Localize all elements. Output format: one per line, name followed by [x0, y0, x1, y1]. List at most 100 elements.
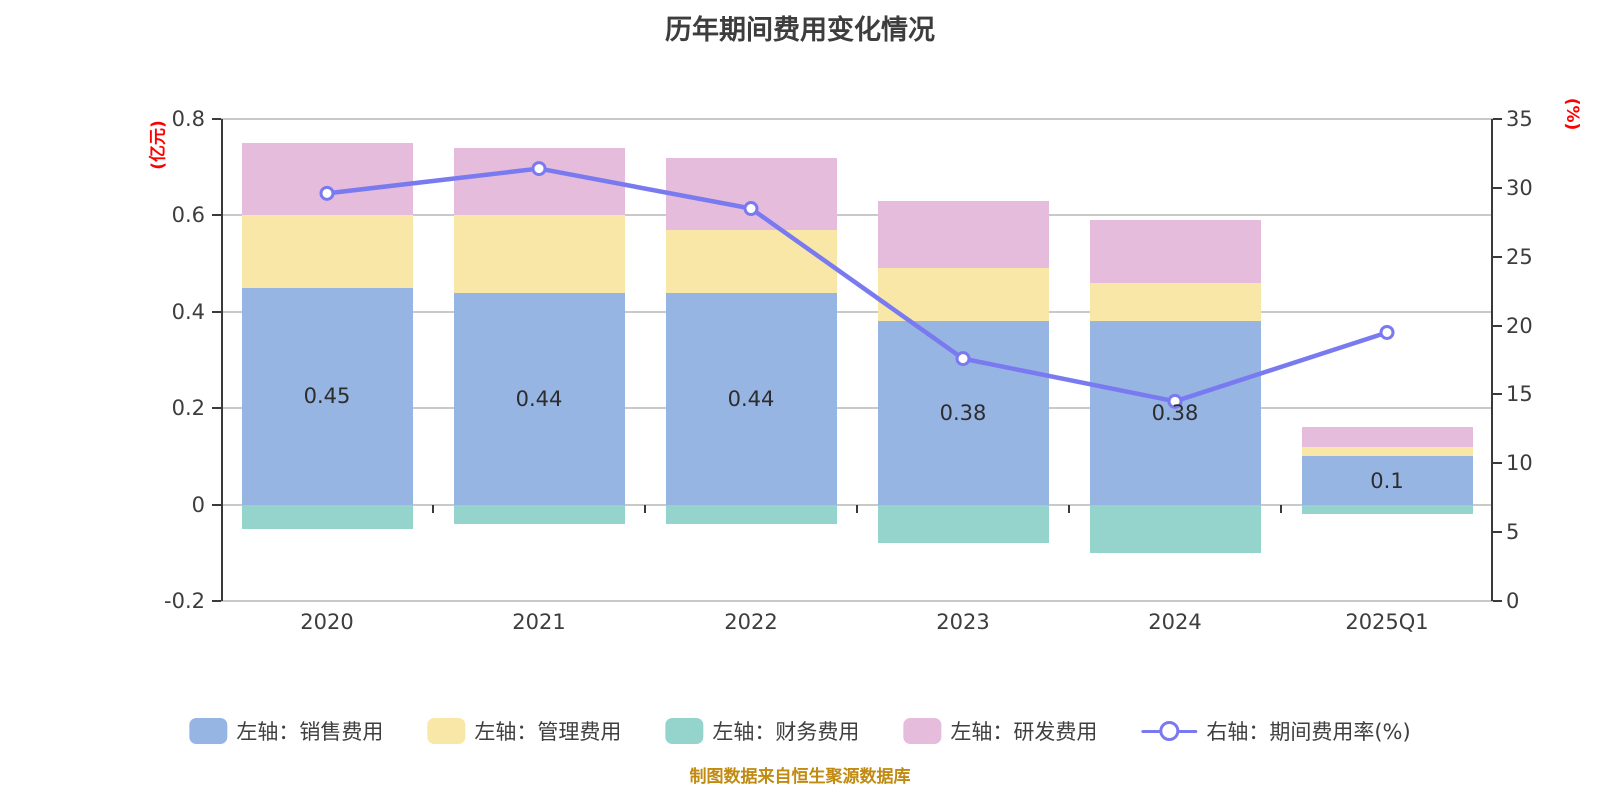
right-axis-tick-label: 15	[1506, 382, 1533, 407]
rate-line-marker	[743, 201, 759, 217]
legend-label: 右轴：期间费用率(%)	[1206, 720, 1411, 744]
legend-circle-icon	[1159, 721, 1180, 741]
x-axis-category-label: 2025Q1	[1345, 610, 1429, 634]
bar-segment	[1089, 321, 1261, 505]
bar-segment	[877, 268, 1049, 322]
left-axis-tick-label: 0.4	[171, 299, 205, 324]
bar-segment	[453, 504, 625, 524]
bar-value-label: 0.1	[1370, 468, 1404, 493]
x-axis-tick	[644, 504, 646, 513]
grid-line	[221, 600, 1493, 602]
left-axis-tick-label: 0.2	[171, 396, 205, 421]
left-axis-tick	[212, 600, 221, 602]
bar-segment	[453, 215, 625, 293]
x-axis-category-label: 2022	[724, 610, 778, 634]
right-axis-tick	[1493, 255, 1502, 258]
bar-segment	[1089, 504, 1261, 553]
left-axis-tick	[212, 407, 221, 410]
bar-segment	[1089, 282, 1261, 322]
right-axis-tick-label: 30	[1506, 175, 1533, 200]
bar-segment	[1089, 220, 1261, 283]
left-axis-tick-label: 0.8	[171, 107, 205, 131]
x-axis-tick	[1280, 504, 1282, 513]
bar-segment	[1301, 427, 1473, 447]
data-source-note: 制图数据来自恒生聚源数据库	[689, 767, 911, 787]
rate-line-marker	[1167, 393, 1183, 409]
x-axis-category-label: 2021	[512, 610, 566, 634]
x-axis-tick	[856, 504, 858, 513]
bar-value-label: 0.44	[727, 386, 775, 411]
legend-swatch	[665, 718, 704, 744]
legend-label: 左轴：研发费用	[950, 720, 1098, 744]
legend-label: 左轴：财务费用	[712, 720, 860, 744]
left-axis-tick	[212, 214, 221, 217]
right-axis-tick	[1493, 462, 1502, 465]
bar-segment	[877, 200, 1049, 269]
rate-line-marker	[319, 185, 335, 201]
right-axis-tick	[1493, 118, 1502, 120]
legend-swatch	[903, 718, 942, 744]
bar-segment	[241, 504, 413, 529]
rate-line-layer	[319, 161, 1395, 409]
right-axis-tick	[1493, 186, 1502, 189]
grid-line	[221, 214, 1493, 217]
grid-line	[221, 407, 1493, 410]
bar-segment	[665, 157, 837, 230]
legend-label: 左轴：管理费用	[474, 720, 622, 744]
bar-segment	[241, 287, 413, 505]
bar-segment	[453, 147, 625, 216]
x-axis-category-label: 2020	[300, 610, 354, 634]
rate-line-marker	[1379, 324, 1395, 340]
bar-segment	[1301, 504, 1473, 515]
x-axis-category-label: 2023	[936, 610, 990, 634]
bar-segment	[1301, 456, 1473, 505]
x-axis-tick	[432, 504, 434, 513]
bar-value-label: 0.38	[1151, 401, 1199, 426]
bar-segment	[241, 215, 413, 288]
bar-value-label: 0.38	[939, 401, 987, 426]
legend: 左轴：销售费用 左轴：管理费用 左轴：财务费用 左轴：研发费用 右轴：期间费用率(%)	[189, 716, 1411, 746]
legend-swatch	[427, 718, 466, 744]
x-axis-tick	[1068, 504, 1070, 513]
left-axis-tick-label: 0.6	[171, 203, 205, 228]
left-axis-tick-label: 0	[191, 492, 205, 517]
bar-segment	[665, 504, 837, 524]
right-axis-tick	[1493, 393, 1502, 396]
right-axis-tick-label: 25	[1506, 244, 1533, 269]
right-axis-tick-label: 5	[1506, 520, 1520, 545]
legend-item: 左轴：财务费用	[665, 716, 859, 746]
legend-item: 右轴：期间费用率(%)	[1141, 716, 1411, 746]
left-axis-tick	[212, 118, 221, 120]
legend-item: 左轴：管理费用	[427, 716, 621, 746]
rate-line-marker	[531, 161, 547, 177]
bar-segment	[453, 292, 625, 505]
left-axis-unit-label: (亿元)	[148, 120, 169, 170]
bar-segment	[877, 504, 1049, 544]
left-axis-spine	[221, 119, 223, 601]
chart-title: 历年期间费用变化情况	[665, 15, 935, 46]
right-axis-tick-label: 35	[1506, 107, 1533, 131]
bar-segment	[665, 229, 837, 293]
right-axis-tick-label: 10	[1506, 451, 1533, 476]
legend-item: 左轴：研发费用	[903, 716, 1097, 746]
legend-line-marker	[1141, 718, 1198, 744]
plot-area: 0.45 0.44 0.44 0.38 0.38 0.1	[212, 118, 1502, 602]
rate-line-marker	[955, 351, 971, 367]
right-axis-tick-label: 20	[1506, 313, 1533, 338]
right-axis-tick	[1493, 324, 1502, 327]
left-axis-tick	[212, 310, 221, 313]
bar-value-label: 0.44	[515, 386, 563, 411]
grid-line	[221, 118, 1493, 120]
right-axis-tick	[1493, 600, 1502, 602]
right-axis-spine	[1491, 119, 1493, 601]
bar-segment	[241, 143, 413, 216]
bar-segment	[1301, 446, 1473, 457]
right-axis-tick	[1493, 531, 1502, 534]
left-axis-tick-label: -0.2	[164, 589, 205, 613]
right-axis-unit-label: (%)	[1562, 97, 1582, 131]
bar-segment	[665, 292, 837, 505]
legend-item: 左轴：销售费用	[189, 716, 383, 746]
left-axis-tick	[212, 503, 221, 506]
x-axis-category-label: 2024	[1148, 610, 1202, 634]
